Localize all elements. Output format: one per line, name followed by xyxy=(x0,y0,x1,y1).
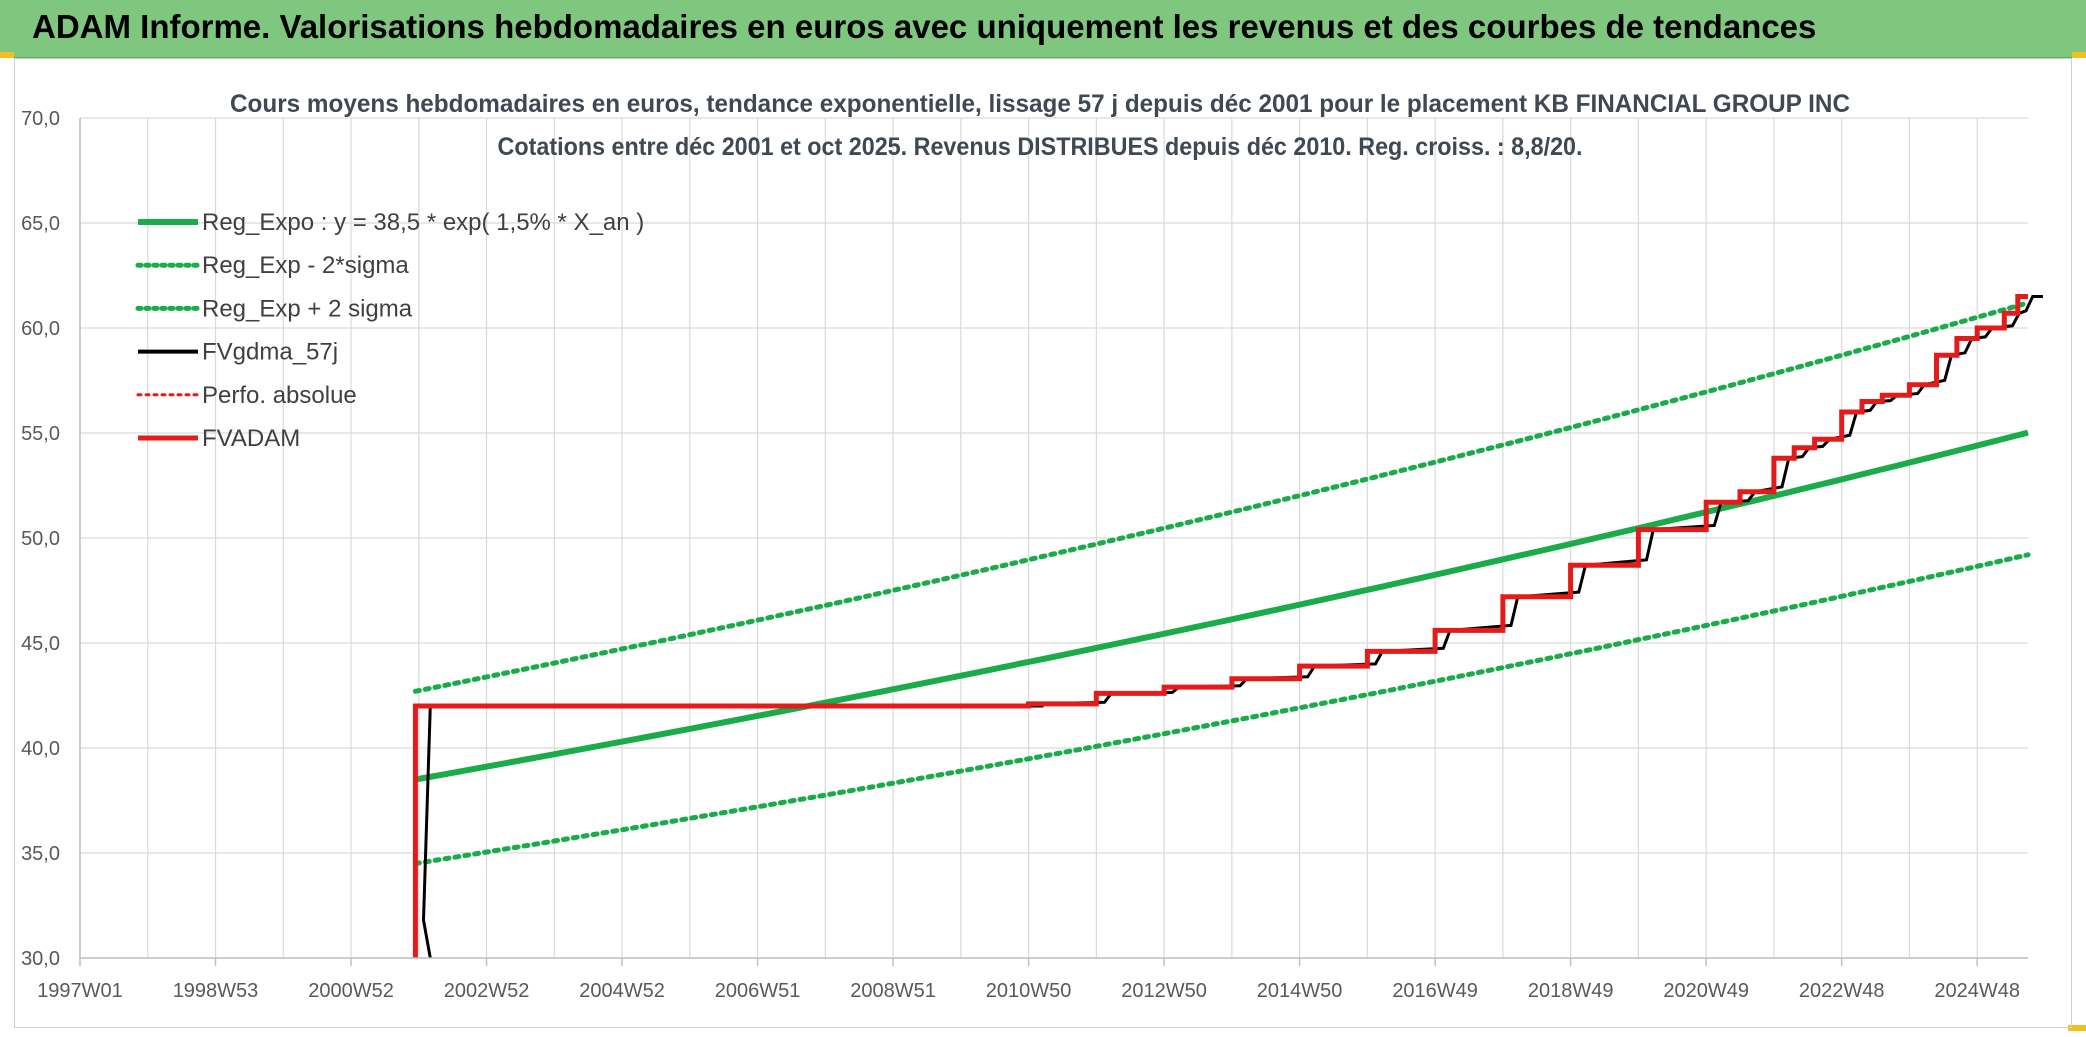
corner-accent-bottom-right xyxy=(2068,1025,2086,1031)
x-tick-label: 1998W53 xyxy=(173,980,259,1002)
x-tick-label: 1997W01 xyxy=(37,980,123,1002)
series-line-fvadam xyxy=(412,294,2028,958)
corner-accent-right xyxy=(2072,52,2086,58)
series-layer xyxy=(412,294,2043,959)
legend-label: FVgdma_57j xyxy=(202,339,338,366)
y-tick-label: 65,0 xyxy=(21,213,60,235)
x-tick-label: 2010W50 xyxy=(986,980,1072,1002)
x-tick-label: 2004W52 xyxy=(579,980,665,1002)
legend-label: FVADAM xyxy=(202,425,300,452)
legend-label: Reg_Exp + 2 sigma xyxy=(202,295,413,322)
x-tick-label: 2000W52 xyxy=(308,980,394,1002)
y-tick-label: 50,0 xyxy=(21,528,60,550)
chart-subtitle: Cotations entre déc 2001 et oct 2025. Re… xyxy=(498,133,1583,161)
x-tick-label: 2022W48 xyxy=(1799,980,1885,1002)
chart-titles: Cours moyens hebdomadaires en euros, ten… xyxy=(230,90,1850,161)
y-tick-label: 45,0 xyxy=(21,633,60,655)
x-tick-label: 2002W52 xyxy=(444,980,530,1002)
x-tick-label: 2012W50 xyxy=(1121,980,1207,1002)
chart-title: Cours moyens hebdomadaires en euros, ten… xyxy=(230,90,1850,118)
series-line-reg-minus-2sigma xyxy=(412,552,2031,866)
x-tick-label: 2018W49 xyxy=(1528,980,1614,1002)
chart-frame xyxy=(14,58,2072,1028)
x-tick-label: 2014W50 xyxy=(1257,980,1343,1002)
x-tick-label: 2024W48 xyxy=(1934,980,2020,1002)
y-tick-label: 55,0 xyxy=(21,423,60,445)
y-tick-label: 35,0 xyxy=(21,843,60,865)
x-tick-label: 2006W51 xyxy=(715,980,801,1002)
legend-label: Reg_Expo : y = 38,5 * exp( 1,5% * X_an ) xyxy=(202,209,644,236)
legend-label: Perfo. absolue xyxy=(202,382,357,409)
y-tick-label: 30,0 xyxy=(21,948,60,970)
grid xyxy=(79,117,2028,959)
x-tick-label: 2008W51 xyxy=(850,980,936,1002)
series-line-fvgdma-57j xyxy=(421,295,2043,959)
legend: Reg_Expo : y = 38,5 * exp( 1,5% * X_an )… xyxy=(135,209,644,452)
x-tick-label: 2020W49 xyxy=(1663,980,1749,1002)
x-tick-label: 2016W49 xyxy=(1392,980,1478,1002)
legend-label: Reg_Exp - 2*sigma xyxy=(202,252,409,279)
axes: 30,0 35,0 40,0 45,0 50,0 55,0 60,0 65,0 70,0 1997… xyxy=(21,108,2028,1002)
series-line-reg-plus-2sigma xyxy=(412,300,2031,694)
y-tick-label: 60,0 xyxy=(21,318,60,340)
report-banner: ADAM Informe. Valorisations hebdomadaire… xyxy=(0,0,2086,58)
y-tick-label: 70,0 xyxy=(21,108,60,130)
series-line-reg-expo xyxy=(414,429,2029,783)
corner-accent-left xyxy=(0,52,14,58)
report-title: ADAM Informe. Valorisations hebdomadaire… xyxy=(32,8,1817,45)
y-tick-label: 40,0 xyxy=(21,738,60,760)
